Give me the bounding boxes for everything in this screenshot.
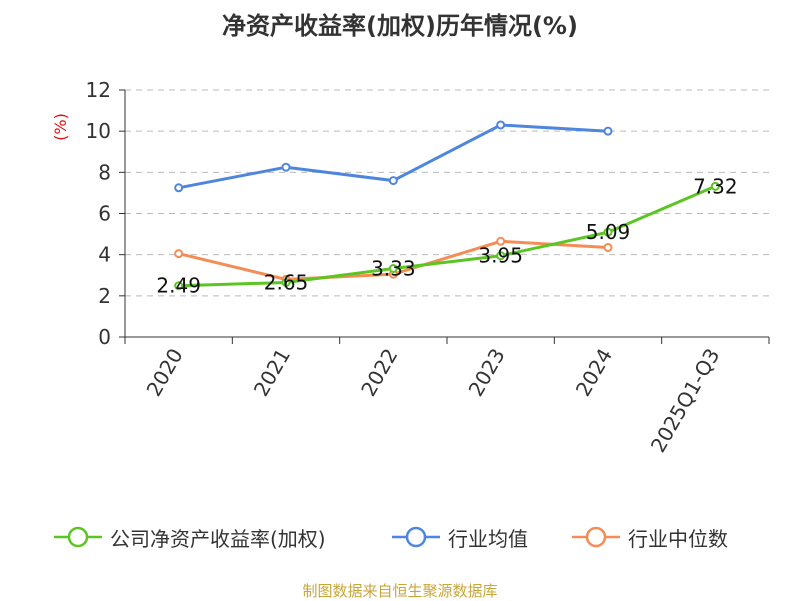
data-point-industry-avg <box>496 120 506 130</box>
data-label: 7.32 <box>693 174 738 198</box>
legend-label-company: 公司净资产收益率(加权) <box>110 526 326 551</box>
chart-title: 净资产收益率(加权)历年情况(%) <box>222 12 578 40</box>
legend-item-company[interactable]: 公司净资产收益率(加权) <box>52 522 326 552</box>
data-point-industry-avg <box>281 162 291 172</box>
grid-layer <box>125 89 769 297</box>
legend-company-line-icon <box>54 526 102 548</box>
data-label: 5.09 <box>586 220 631 244</box>
legend: 公司净资产收益率(加权) 行业均值 行业中位数 <box>0 522 800 552</box>
y-tick-label: 10 <box>86 119 111 143</box>
data-point-industry-avg <box>174 183 184 193</box>
data-label: 2.65 <box>264 270 309 294</box>
data-point-industry-avg <box>603 126 613 136</box>
data-label: 3.33 <box>371 256 416 280</box>
x-tick-label: 2020 <box>142 344 188 400</box>
data-point-company <box>496 251 506 261</box>
x-tick-label: 2021 <box>249 344 295 400</box>
legend-industry-avg-line-icon <box>392 526 440 548</box>
y-axis-unit-label: (%) <box>51 113 70 141</box>
x-tick-label: 2023 <box>464 344 510 400</box>
data-point-industry-median <box>603 242 613 252</box>
data-point-company <box>710 181 720 191</box>
data-point-industry-median <box>496 236 506 246</box>
data-point-company <box>281 277 291 287</box>
y-tick-label: 4 <box>98 243 111 267</box>
y-tick-label: 12 <box>86 78 111 102</box>
series-line-company <box>178 184 716 288</box>
axis-layer: 0 2 4 6 8 10 12 2020 2021 2022 2023 2024 2025Q1-Q3 <box>86 78 770 457</box>
series-layer <box>174 120 720 291</box>
y-tick-label: 0 <box>98 325 111 349</box>
data-label: 2.49 <box>156 274 201 298</box>
data-label-layer: 2.49 2.65 3.33 3.95 5.09 7.32 <box>156 174 737 297</box>
y-tick-label: 6 <box>98 202 111 226</box>
data-point-industry-avg <box>388 176 398 186</box>
data-point-industry-median <box>174 249 184 259</box>
x-tick-label: 2024 <box>571 344 617 400</box>
legend-item-industry-avg[interactable]: 行业均值 <box>390 522 528 552</box>
data-point-company <box>174 281 184 291</box>
source-note: 制图数据来自恒生聚源数据库 <box>302 582 498 600</box>
data-point-company <box>603 227 613 237</box>
legend-industry-median-line-icon <box>572 526 620 548</box>
x-tick-label: 2025Q1-Q3 <box>646 344 725 456</box>
data-label: 3.95 <box>478 244 523 268</box>
legend-label-industry-median: 行业中位数 <box>628 526 728 551</box>
data-point-company <box>388 263 398 273</box>
legend-item-industry-median[interactable]: 行业中位数 <box>570 522 728 552</box>
legend-label-industry-avg: 行业均值 <box>448 526 528 551</box>
y-tick-label: 8 <box>98 160 111 184</box>
y-tick-label: 2 <box>98 284 111 308</box>
x-tick-label: 2022 <box>356 344 402 400</box>
